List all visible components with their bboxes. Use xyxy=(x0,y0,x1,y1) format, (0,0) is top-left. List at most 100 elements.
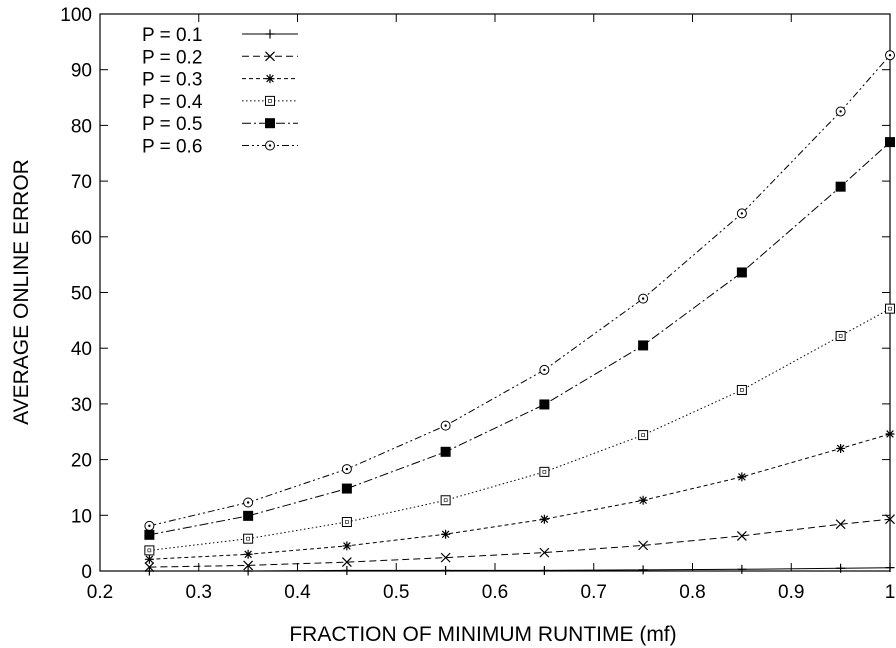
legend-marker xyxy=(265,29,275,39)
series-1 xyxy=(144,563,895,576)
data-point xyxy=(836,443,846,453)
data-point xyxy=(885,303,895,314)
data-point-dot xyxy=(543,368,546,372)
data-point-dot xyxy=(888,54,892,57)
legend-item-4: P = 0.4 xyxy=(142,92,298,113)
data-point-dot xyxy=(444,424,447,427)
data-point-dot xyxy=(148,524,151,528)
data-point xyxy=(341,516,352,527)
legend-item-2: P = 0.2 xyxy=(142,47,298,68)
data-point-dot xyxy=(246,501,250,504)
data-point xyxy=(835,181,846,192)
series-3 xyxy=(144,429,895,564)
data-point xyxy=(144,554,154,564)
data-point-dot xyxy=(740,212,744,215)
data-point xyxy=(836,563,846,573)
legend-label: P = 0.4 xyxy=(142,92,203,113)
data-point xyxy=(341,557,352,568)
y-tick-label: 10 xyxy=(71,506,92,527)
data-point xyxy=(440,446,451,457)
legend-marker xyxy=(265,74,275,84)
data-point xyxy=(885,514,895,525)
legend-label: P = 0.2 xyxy=(142,47,202,68)
data-point xyxy=(342,541,352,551)
legend-marker xyxy=(265,51,275,62)
x-tick-label: 1 xyxy=(885,582,896,603)
series-line-5 xyxy=(149,141,891,536)
y-tick-label: 30 xyxy=(71,395,92,416)
data-point xyxy=(638,495,648,505)
data-point xyxy=(144,545,155,556)
series-line-4 xyxy=(149,308,891,551)
data-point-inner xyxy=(740,388,744,392)
data-point-inner xyxy=(147,548,152,553)
data-point xyxy=(736,530,747,541)
x-tick-label: 0.6 xyxy=(482,582,508,603)
legend-label: P = 0.1 xyxy=(142,25,202,46)
series-line-3 xyxy=(149,433,891,560)
y-tick-label: 100 xyxy=(60,5,92,26)
data-point-inner xyxy=(246,536,250,541)
data-point xyxy=(638,565,648,575)
data-point-dot xyxy=(345,467,349,471)
legend-item-5: P = 0.5 xyxy=(142,114,298,135)
data-point xyxy=(243,510,254,521)
data-point xyxy=(440,552,451,563)
data-point xyxy=(539,565,549,575)
legend-marker-dot xyxy=(268,144,272,147)
data-point xyxy=(737,564,747,574)
legend-label: P = 0.6 xyxy=(142,137,202,158)
data-point xyxy=(144,529,155,540)
y-tick-label: 0 xyxy=(81,562,92,583)
y-tick-label: 60 xyxy=(71,228,92,249)
data-point xyxy=(144,566,154,576)
data-point xyxy=(638,430,649,441)
series-layer xyxy=(144,50,895,576)
x-tick-label: 0.8 xyxy=(679,582,705,603)
series-line-6 xyxy=(149,54,891,527)
data-point-inner xyxy=(641,433,645,437)
series-line-2 xyxy=(149,518,891,568)
series-4 xyxy=(144,303,895,556)
data-point xyxy=(539,466,550,477)
data-point xyxy=(243,566,253,576)
x-tick-label: 0.3 xyxy=(186,582,212,603)
x-tick-label: 0.2 xyxy=(87,582,113,603)
data-point xyxy=(441,529,451,539)
y-tick-label: 70 xyxy=(71,172,92,193)
y-tick-label: 40 xyxy=(71,339,92,360)
data-point-dot xyxy=(839,110,842,113)
data-point xyxy=(341,483,352,494)
data-point xyxy=(440,495,451,506)
data-point xyxy=(342,565,352,575)
legend-item-3: P = 0.3 xyxy=(142,70,298,91)
data-point xyxy=(441,565,451,575)
data-point xyxy=(835,330,846,341)
data-point-inner xyxy=(443,498,448,503)
data-point xyxy=(638,540,649,551)
data-point xyxy=(885,137,895,148)
data-point-inner xyxy=(888,306,892,311)
y-tick-label: 90 xyxy=(71,61,92,82)
data-point xyxy=(539,399,550,410)
data-point-inner xyxy=(542,470,547,474)
y-tick-label: 80 xyxy=(71,116,92,137)
data-point-inner xyxy=(345,520,349,524)
data-point xyxy=(539,514,549,524)
data-point xyxy=(243,560,254,571)
x-tick-label: 0.5 xyxy=(383,582,409,603)
series-5 xyxy=(144,137,895,540)
data-point-inner xyxy=(838,334,843,338)
legend-marker xyxy=(265,118,275,129)
data-point xyxy=(539,547,550,558)
legend-label: P = 0.3 xyxy=(142,70,202,91)
data-point-dot xyxy=(641,297,645,300)
data-point xyxy=(144,562,155,573)
legend-label: P = 0.5 xyxy=(142,114,202,135)
x-tick-label: 0.9 xyxy=(778,582,804,603)
data-point xyxy=(638,340,649,351)
legend-item-1: P = 0.1 xyxy=(142,25,298,46)
series-6 xyxy=(144,50,895,531)
legend-marker xyxy=(265,95,275,106)
data-point xyxy=(835,519,846,530)
